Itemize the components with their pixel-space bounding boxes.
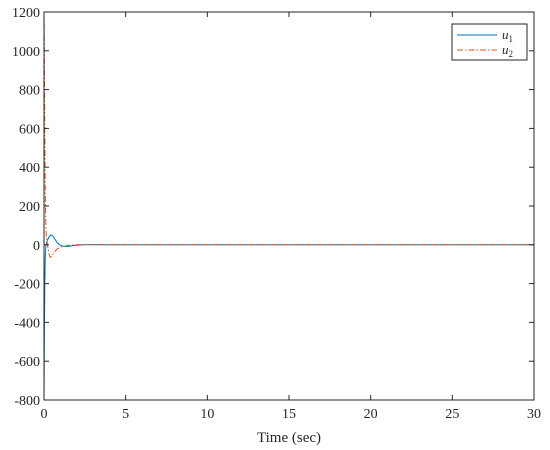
legend-box <box>451 23 528 61</box>
plot-area <box>44 12 534 400</box>
y-tick-label: 800 <box>19 84 40 99</box>
legend-label-1: u1 <box>502 27 513 44</box>
y-tick-label: -200 <box>14 278 40 293</box>
axis-ticks <box>43 11 535 401</box>
x-tick-label: 25 <box>445 407 459 422</box>
x-tick-label: 5 <box>122 407 129 422</box>
tick-labels: 0 5 10 15 20 25 30 -800 -600 -400 -200 0 200 400 600 80… <box>12 6 541 422</box>
y-tick-label: 1000 <box>12 45 40 60</box>
x-tick-label: 15 <box>282 407 296 422</box>
y-tick-label: -400 <box>14 316 40 331</box>
x-tick-label: 20 <box>364 407 378 422</box>
y-tick-label: -600 <box>14 355 40 370</box>
y-tick-label: 0 <box>33 239 40 254</box>
y-tick-label: -800 <box>14 394 40 409</box>
series-line-1 <box>44 234 534 400</box>
y-tick-label: 400 <box>19 161 40 176</box>
x-tick-label: 10 <box>200 407 214 422</box>
y-tick-label: 600 <box>19 122 40 137</box>
legend-label-2: u2 <box>502 42 513 59</box>
series-line-2 <box>44 12 534 259</box>
y-tick-label: 200 <box>19 200 40 215</box>
x-tick-label: 30 <box>527 407 541 422</box>
x-tick-label: 0 <box>41 407 48 422</box>
x-axis-label: Time (sec) <box>257 430 321 446</box>
y-tick-label: 1200 <box>12 6 40 21</box>
